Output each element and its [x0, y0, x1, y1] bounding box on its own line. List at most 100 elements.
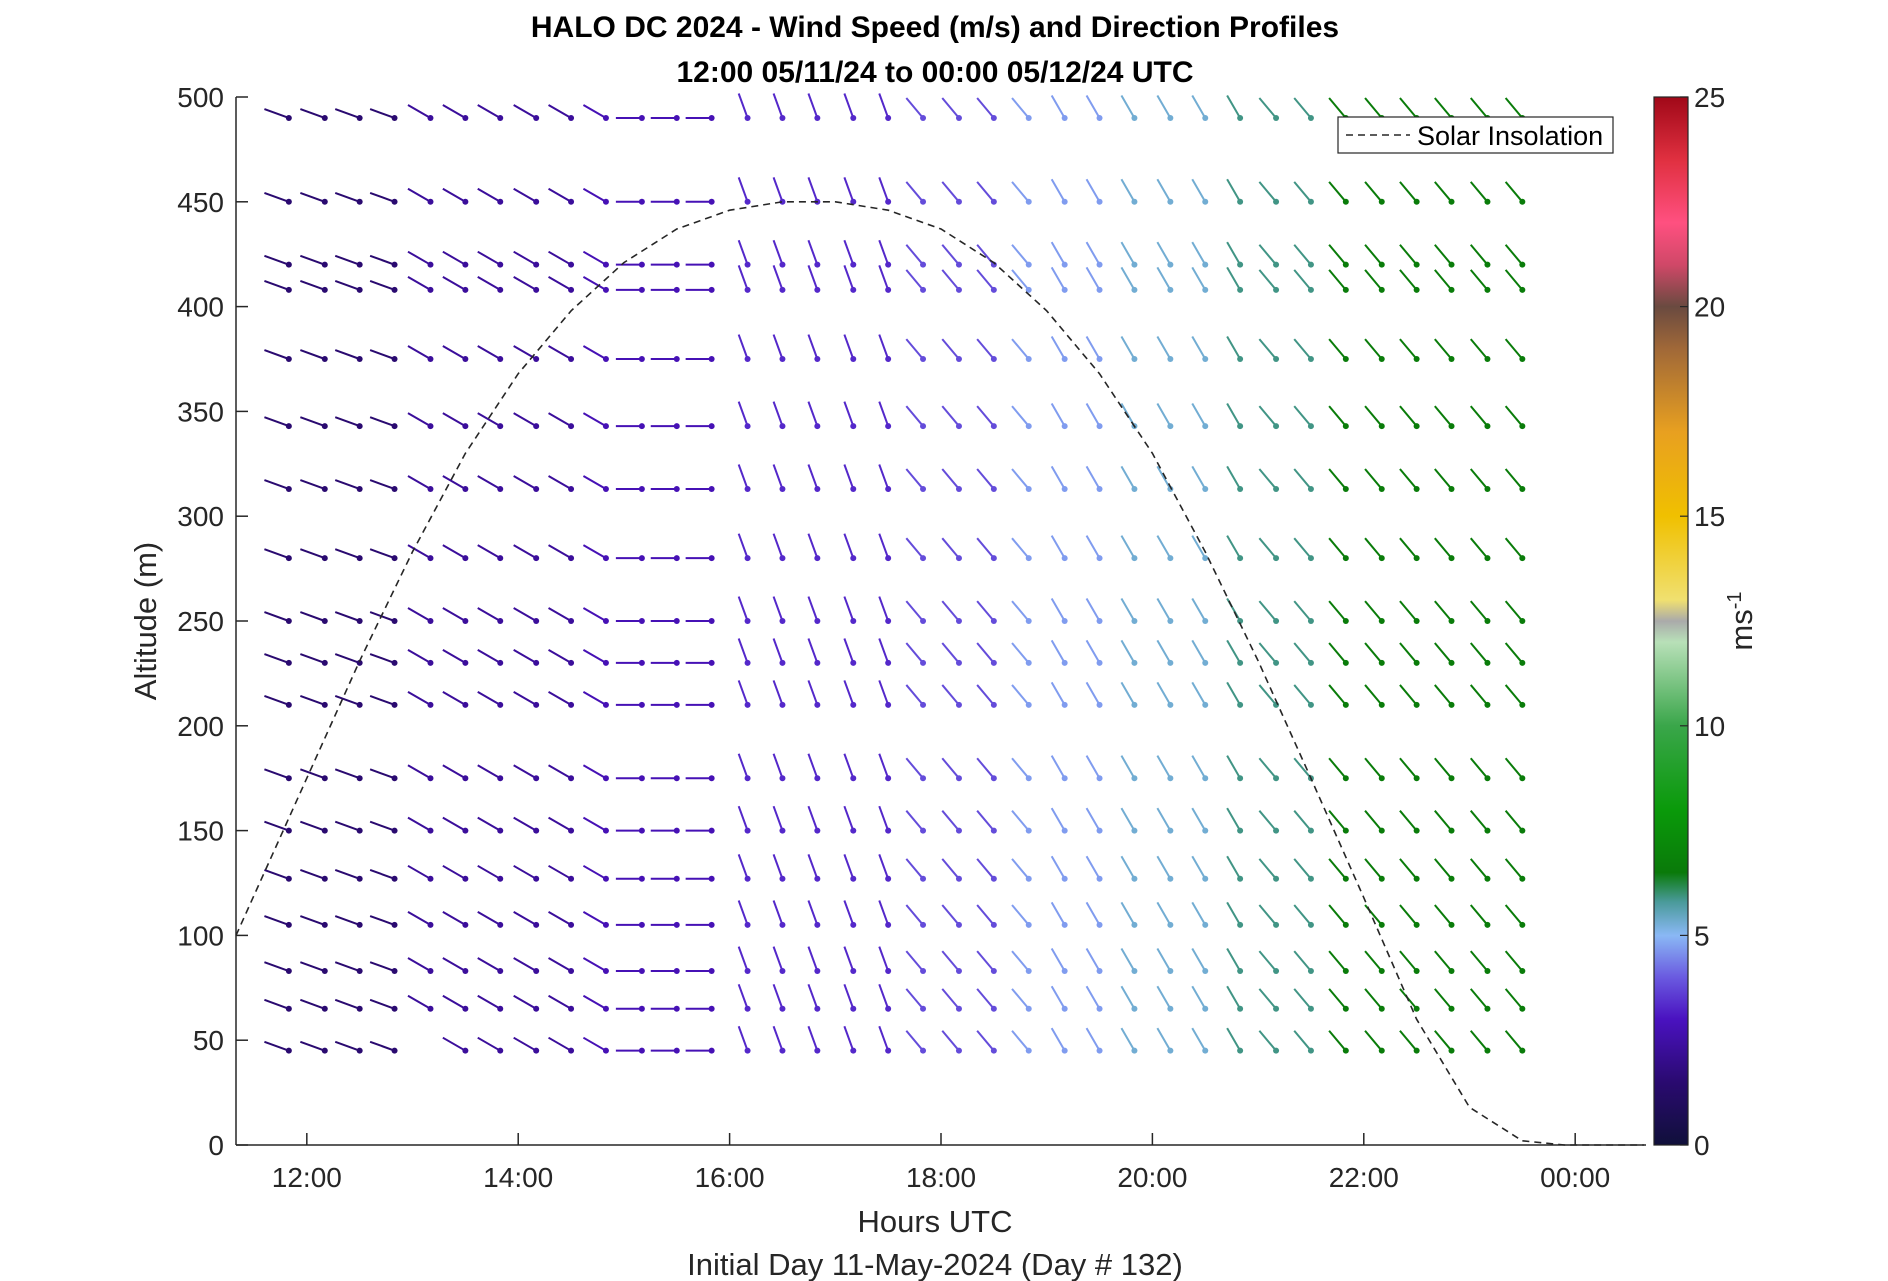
wind-barb-dot	[955, 968, 962, 975]
wind-barb-dot	[427, 618, 434, 624]
wind-barb	[1011, 858, 1032, 882]
wind-barb	[513, 544, 540, 562]
wind-barb	[1156, 178, 1174, 205]
wind-barb-dot	[990, 114, 997, 121]
wind-barb-dot	[779, 114, 786, 121]
wind-barb	[1258, 338, 1280, 362]
wind-barb-dot	[427, 555, 434, 562]
wind-barb	[442, 649, 469, 666]
wind-barb	[1191, 639, 1209, 666]
wind-barb-dot	[1413, 423, 1420, 430]
wind-barb	[1328, 405, 1349, 430]
wind-barb-dot	[1061, 555, 1068, 562]
wind-barb-dot	[1519, 968, 1526, 975]
x-axis-ticks: 12:00 14:00 16:00 18:00 20:00 22:00 00:00	[272, 1133, 1610, 1193]
wind-barb	[905, 244, 927, 268]
y-tick-label: 450	[177, 187, 224, 218]
wind-barb-dot	[885, 485, 892, 492]
wind-barb-shaft	[407, 690, 431, 706]
wind-barb-dot	[391, 968, 398, 975]
wind-barb-shaft	[878, 1025, 890, 1052]
wind-barb-dot	[321, 356, 328, 362]
wind-barb-shaft	[1469, 904, 1489, 926]
wind-barb-dot	[850, 968, 857, 975]
wind-barb-shaft	[1191, 597, 1207, 622]
wind-barb-dot	[533, 827, 540, 834]
wind-barb-dot	[638, 827, 645, 834]
wind-barb-dot	[885, 618, 892, 624]
wind-barb-dot	[602, 423, 609, 430]
wind-barb-shaft	[1364, 642, 1383, 664]
wind-barb-dot	[602, 875, 609, 882]
wind-barb	[1011, 537, 1032, 562]
wind-barb-shaft	[976, 810, 995, 832]
wind-barb-shaft	[300, 416, 326, 428]
wind-barb-shaft	[1050, 855, 1066, 880]
wind-barb-dot	[1096, 485, 1103, 492]
wind-barb-shaft	[1434, 338, 1453, 360]
wind-barb	[1399, 858, 1420, 882]
wind-barb-shaft	[1293, 600, 1312, 622]
wind-barb-dot	[1519, 286, 1526, 293]
wind-barb-dot	[638, 701, 645, 708]
wind-barb	[1085, 241, 1103, 268]
wind-barb-dot	[814, 555, 821, 562]
wind-barb	[1050, 855, 1068, 882]
wind-barb-dot	[1342, 1005, 1349, 1012]
wind-barb-shaft	[334, 868, 361, 880]
wind-barb-dot	[497, 261, 504, 268]
wind-barb	[1293, 97, 1314, 121]
wind-barb-shaft	[300, 548, 326, 560]
wind-barb-dot	[391, 827, 398, 834]
wind-barb	[513, 911, 540, 928]
wind-barb-dot	[1342, 618, 1349, 624]
wind-barb-dot	[1342, 968, 1349, 975]
wind-barb-shaft	[477, 412, 501, 427]
wind-barb-shaft	[477, 275, 501, 291]
wind-barb-dot	[1307, 827, 1314, 834]
wind-barb	[1364, 181, 1385, 205]
wind-barb	[1085, 985, 1103, 1012]
wind-barb-dot	[533, 356, 540, 362]
wind-barb-dot	[1167, 618, 1174, 624]
wind-barb-dot	[356, 1005, 363, 1012]
wind-barb	[548, 911, 575, 928]
wind-barb-shaft	[442, 864, 466, 880]
wind-barb-dot	[990, 875, 997, 882]
wind-barb-dot	[356, 286, 363, 293]
wind-barb-dot	[285, 659, 292, 666]
chart-title-line1: HALO DC 2024 - Wind Speed (m/s) and Dire…	[531, 11, 1339, 44]
wind-barb-shaft	[1011, 1030, 1030, 1052]
wind-barb	[1120, 948, 1138, 975]
wind-barb-shaft	[976, 684, 995, 706]
wind-barb-shaft	[1469, 600, 1489, 622]
wind-barb	[1120, 681, 1138, 708]
wind-barb-shaft	[334, 349, 361, 360]
wind-barb	[615, 261, 645, 268]
wind-barb-dot	[1519, 875, 1526, 882]
wind-barb-dot	[1484, 485, 1491, 492]
wind-barb-dot	[285, 875, 292, 882]
wind-barb-dot	[1413, 356, 1420, 362]
wind-barb	[772, 401, 786, 430]
wind-barb-dot	[533, 423, 540, 430]
wind-barb-dot	[1519, 659, 1526, 666]
wind-barb-shaft	[843, 854, 855, 880]
wind-barb	[1120, 597, 1138, 624]
wind-barb-dot	[779, 356, 786, 362]
wind-barb	[941, 1030, 962, 1054]
wind-barb-dot	[1342, 659, 1349, 666]
wind-barb-dot	[955, 775, 962, 782]
wind-barb	[300, 768, 328, 782]
wind-barb-dot	[1413, 701, 1420, 708]
wind-barb-dot	[850, 261, 857, 268]
wind-barb	[807, 983, 821, 1012]
wind-barb	[878, 401, 892, 430]
wind-barb	[1120, 266, 1138, 293]
wind-barb	[477, 911, 504, 928]
wind-barb	[615, 114, 645, 121]
wind-barb-dot	[602, 775, 609, 782]
wind-barb	[334, 108, 363, 121]
wind-barb	[1399, 244, 1420, 268]
wind-barb-shaft	[1504, 988, 1524, 1010]
